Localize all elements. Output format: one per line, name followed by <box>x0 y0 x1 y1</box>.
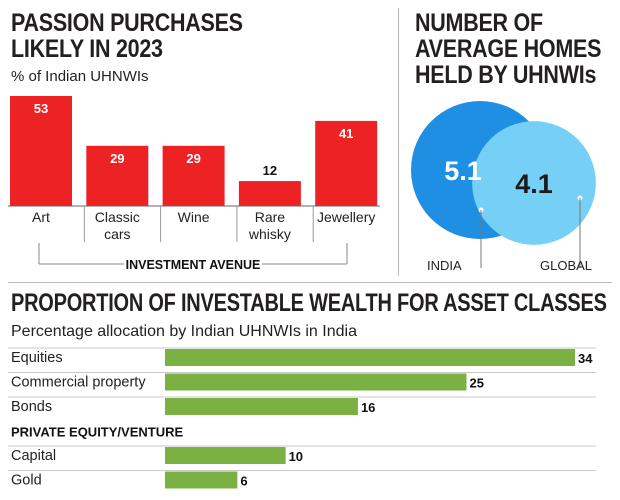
passion-category-labels: Art Classic cars Wine Rare whisky Jewellery <box>32 209 375 242</box>
bubble-global <box>472 121 596 245</box>
passion-title-line2: LIKELY IN 2023 <box>11 35 163 63</box>
bubble-value-global: 4.1 <box>515 169 553 199</box>
asset-label: Equities <box>11 350 63 366</box>
investment-avenue-label: INVESTMENT AVENUE <box>126 258 261 272</box>
value-label: 10 <box>289 449 303 464</box>
asset-label: Gold <box>11 473 42 489</box>
category-label: Art <box>32 209 50 225</box>
bubble-label-india: INDIA <box>427 258 462 273</box>
value-label: 29 <box>186 151 200 166</box>
horizontal-divider <box>8 282 612 283</box>
bar-commercial-property <box>165 373 467 391</box>
asset-label: Capital <box>11 448 56 464</box>
bar-equities <box>165 349 575 366</box>
value-label: 53 <box>34 101 48 116</box>
wealth-title: PROPORTION OF INVESTABLE WEALTH FOR ASSE… <box>11 289 607 317</box>
passion-separators <box>83 206 314 242</box>
passion-chart: 53 29 29 12 41 Art Classic cars Wine Rare whisky J… <box>8 96 380 272</box>
bar-classic-cars <box>86 145 149 206</box>
category-label: Rare whisky <box>248 209 291 242</box>
bar-art <box>10 96 72 206</box>
category-label: Jewellery <box>317 209 375 225</box>
bubble-value-india: 5.1 <box>444 156 482 186</box>
bar-bonds <box>165 398 358 415</box>
wealth-subtitle: Percentage allocation by Indian UHNWIs i… <box>11 323 357 340</box>
bar-gold <box>165 471 238 489</box>
value-label: 34 <box>578 351 593 366</box>
value-label: 25 <box>469 376 483 391</box>
bar-rare-whisky <box>238 181 301 206</box>
wealth-chart: Equities 34 Commercial property 25 Bonds 16 PR… <box>8 347 596 489</box>
homes-title-line1: NUMBER OF <box>415 9 543 37</box>
value-label: 41 <box>339 126 353 141</box>
value-label: 6 <box>240 474 247 489</box>
passion-bars <box>10 96 378 206</box>
group-label-private-equity: PRIVATE EQUITY/VENTURE <box>11 425 183 440</box>
bar-jewellery <box>315 120 378 206</box>
homes-title-line3: HELD BY UHNWIs <box>415 61 597 89</box>
bubble-label-global: GLOBAL <box>540 258 592 273</box>
vertical-divider <box>398 8 399 276</box>
asset-label: Commercial property <box>11 375 146 391</box>
passion-subtitle: % of Indian UHNWIs <box>11 68 149 85</box>
passion-title-line1: PASSION PURCHASES <box>11 9 243 37</box>
homes-chart: 5.1 INDIA 4.1 GLOBAL <box>411 101 596 273</box>
asset-label: Bonds <box>11 399 52 415</box>
passion-value-labels: 53 29 29 12 41 <box>34 101 354 178</box>
value-label: 12 <box>263 163 277 178</box>
value-label: 16 <box>361 400 375 415</box>
homes-title-line2: AVERAGE HOMES <box>415 35 602 63</box>
category-label: Wine <box>178 209 210 225</box>
bar-wine <box>162 145 225 206</box>
value-label: 29 <box>110 151 124 166</box>
bar-capital <box>165 447 286 464</box>
category-label: Classic cars <box>95 209 140 242</box>
investment-avenue-bracket <box>38 243 348 265</box>
